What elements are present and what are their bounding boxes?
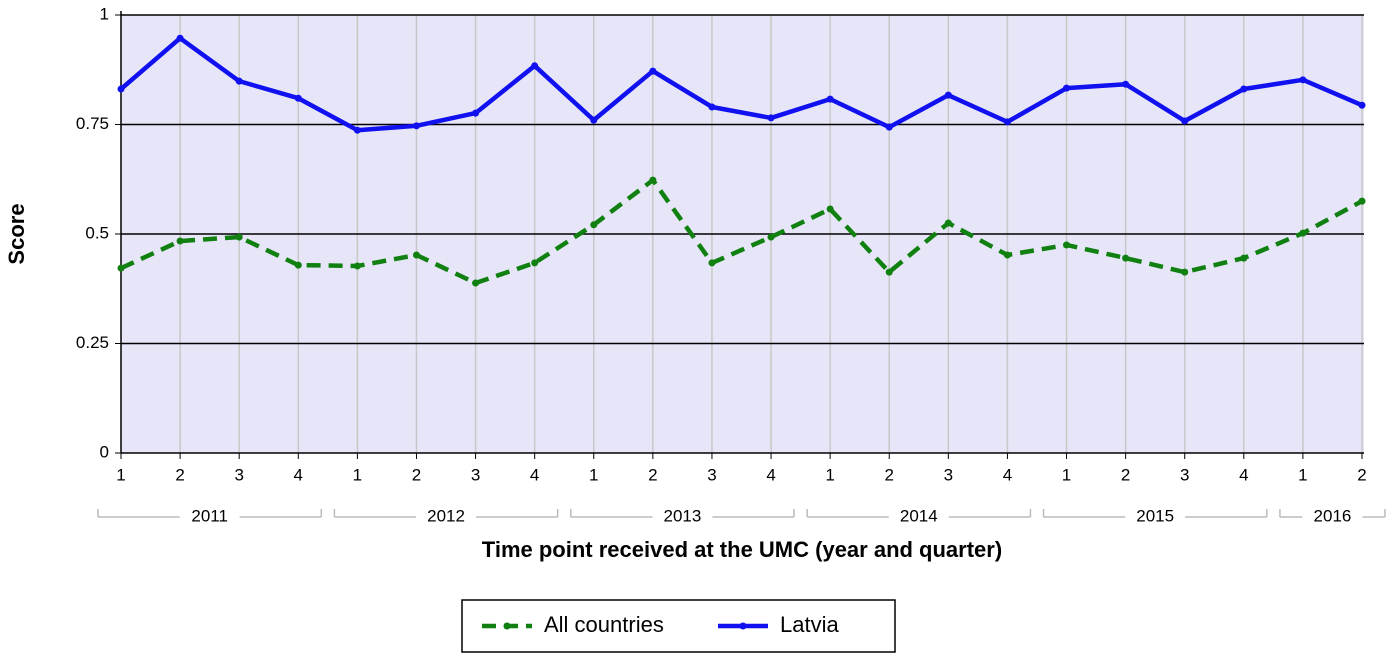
legend-box xyxy=(461,599,896,653)
data-point xyxy=(708,103,716,111)
group-label: 2015 xyxy=(1136,506,1174,525)
data-point xyxy=(826,205,834,213)
data-point xyxy=(1063,241,1071,249)
data-point xyxy=(176,237,184,245)
data-point xyxy=(1181,268,1189,276)
data-point xyxy=(472,109,480,117)
data-point xyxy=(1240,85,1248,93)
data-point xyxy=(176,34,184,42)
data-point xyxy=(649,176,657,184)
x-tick-label: 3 xyxy=(471,465,480,484)
group-label: 2012 xyxy=(427,506,465,525)
series-line xyxy=(120,177,1364,286)
x-tick-label: 3 xyxy=(1180,465,1189,484)
data-point xyxy=(235,77,243,85)
data-point xyxy=(885,268,893,276)
x-tick-label: 1 xyxy=(353,465,362,484)
data-point xyxy=(944,91,952,99)
data-point xyxy=(1358,101,1366,109)
data-point xyxy=(1003,118,1011,126)
data-point xyxy=(531,62,539,70)
data-point xyxy=(885,123,893,131)
x-tick-label: 3 xyxy=(944,465,953,484)
y-tick-label: 0 xyxy=(100,442,109,461)
data-point xyxy=(117,85,125,93)
x-tick-label: 4 xyxy=(1239,465,1248,484)
data-point xyxy=(235,233,243,241)
x-tick-label: 1 xyxy=(825,465,834,484)
group-label: 2011 xyxy=(191,506,228,525)
x-tick-label: 4 xyxy=(1003,465,1012,484)
data-point xyxy=(826,95,834,103)
series-line xyxy=(119,35,1363,133)
data-point xyxy=(1122,254,1130,262)
data-point xyxy=(767,233,775,241)
y-tick-label: 0.75 xyxy=(76,114,109,133)
data-point xyxy=(649,67,657,75)
data-point xyxy=(590,221,598,229)
data-point xyxy=(767,114,775,122)
x-tick-label: 1 xyxy=(1062,465,1071,484)
x-tick-label: 2 xyxy=(412,465,421,484)
x-axis-title: Time point received at the UMC (year and… xyxy=(482,537,1002,562)
x-tick-label: 2 xyxy=(885,465,894,484)
x-tick-label: 3 xyxy=(234,465,243,484)
group-label: 2014 xyxy=(900,506,938,525)
x-tick-label: 1 xyxy=(116,465,125,484)
legend-label: Latvia xyxy=(780,612,839,637)
y-tick-label: 1 xyxy=(100,4,109,23)
legend-swatch-dot xyxy=(739,622,747,630)
y-tick-label: 0.5 xyxy=(85,223,109,242)
data-point xyxy=(353,262,361,270)
x-tick-label: 2 xyxy=(648,465,657,484)
data-point xyxy=(1003,251,1011,259)
group-label: 2016 xyxy=(1314,506,1352,525)
x-tick-label: 4 xyxy=(294,465,303,484)
x-tick-label: 1 xyxy=(589,465,598,484)
x-tick-label: 3 xyxy=(707,465,716,484)
data-point xyxy=(472,279,480,287)
x-tick-label: 2 xyxy=(1357,465,1366,484)
legend-swatch-dot xyxy=(503,622,511,630)
data-point xyxy=(1240,254,1248,262)
data-point xyxy=(590,116,598,124)
data-point xyxy=(1181,117,1189,125)
data-point xyxy=(1299,229,1307,237)
data-point xyxy=(294,94,302,102)
y-axis-title: Score xyxy=(4,203,29,264)
data-point xyxy=(412,122,420,130)
group-label: 2013 xyxy=(663,506,701,525)
x-tick-label: 4 xyxy=(766,465,775,484)
y-tick-label: 0.25 xyxy=(76,333,109,352)
data-point xyxy=(412,251,420,259)
data-point xyxy=(1122,80,1130,88)
data-point xyxy=(531,259,539,267)
x-tick-label: 1 xyxy=(1298,465,1307,484)
x-tick-label: 4 xyxy=(530,465,539,484)
legend-label: All countries xyxy=(544,612,664,637)
data-point xyxy=(117,264,125,272)
x-tick-label: 2 xyxy=(175,465,184,484)
data-point xyxy=(1063,84,1071,92)
data-point xyxy=(294,261,302,269)
data-point xyxy=(353,126,361,134)
data-point xyxy=(708,259,716,267)
data-point xyxy=(944,219,952,227)
data-point xyxy=(1358,197,1366,205)
x-tick-label: 2 xyxy=(1121,465,1130,484)
data-point xyxy=(1299,76,1307,84)
